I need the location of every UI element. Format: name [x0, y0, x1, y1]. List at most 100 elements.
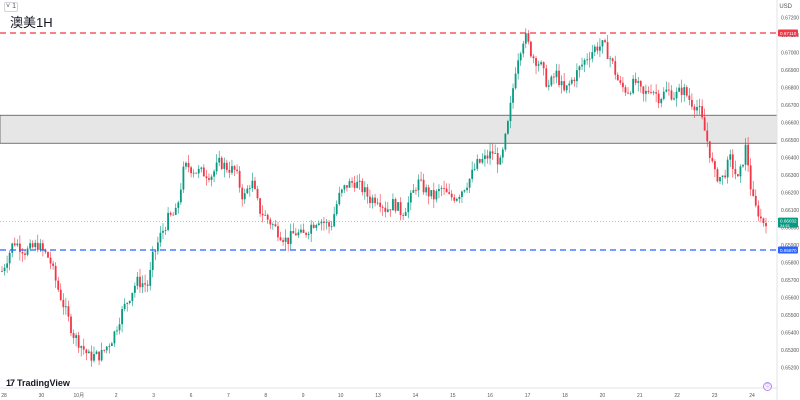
candle-body[interactable]: [394, 199, 397, 211]
candle-body[interactable]: [223, 162, 226, 169]
candle-body[interactable]: [351, 181, 353, 183]
candle-body[interactable]: [445, 188, 448, 193]
candle-body[interactable]: [754, 195, 757, 206]
candle-body[interactable]: [642, 86, 645, 94]
candle-body[interactable]: [190, 167, 192, 174]
candle-body[interactable]: [524, 33, 527, 44]
last-price-tag[interactable]: [778, 217, 798, 228]
candle-body[interactable]: [231, 166, 233, 173]
candle-body[interactable]: [713, 161, 716, 170]
candle-body[interactable]: [264, 214, 267, 216]
candle-body[interactable]: [169, 212, 172, 215]
candle-body[interactable]: [438, 188, 440, 192]
candle-body[interactable]: [340, 189, 343, 193]
candle-body[interactable]: [49, 257, 52, 264]
candle-body[interactable]: [118, 324, 121, 331]
candle-body[interactable]: [62, 299, 65, 308]
candle-body[interactable]: [256, 188, 259, 199]
candle-body[interactable]: [164, 230, 167, 231]
candle-body[interactable]: [683, 87, 686, 95]
candle-body[interactable]: [652, 92, 655, 94]
candle-body[interactable]: [133, 285, 136, 293]
candle-body[interactable]: [21, 252, 24, 254]
candle-body[interactable]: [409, 192, 412, 203]
candle-body[interactable]: [90, 351, 93, 361]
candle-body[interactable]: [542, 62, 545, 69]
candle-body[interactable]: [307, 233, 310, 235]
candle-body[interactable]: [729, 154, 732, 160]
candle-body[interactable]: [545, 68, 548, 87]
collapse-toggle-button[interactable]: ˅ 1: [4, 2, 18, 12]
candle-body[interactable]: [192, 172, 195, 174]
candle-body[interactable]: [448, 192, 451, 194]
candle-body[interactable]: [144, 283, 146, 285]
candle-body[interactable]: [494, 153, 497, 154]
candle-body[interactable]: [287, 237, 290, 245]
candle-body[interactable]: [399, 202, 402, 216]
candle-body[interactable]: [688, 95, 691, 100]
candle-body[interactable]: [174, 207, 177, 215]
candle-body[interactable]: [305, 232, 307, 235]
candle-body[interactable]: [514, 73, 517, 89]
candle-body[interactable]: [639, 81, 642, 87]
candle-body[interactable]: [463, 190, 466, 192]
candle-body[interactable]: [254, 180, 256, 189]
candle-body[interactable]: [376, 202, 379, 204]
candle-body[interactable]: [228, 169, 231, 173]
candle-body[interactable]: [583, 60, 586, 65]
resistance-price-tag[interactable]: [778, 29, 798, 37]
candle-body[interactable]: [67, 306, 70, 317]
candle-body[interactable]: [348, 181, 351, 188]
candle-body[interactable]: [619, 80, 622, 83]
candle-body[interactable]: [657, 93, 660, 104]
candle-body[interactable]: [736, 174, 739, 177]
candle-body[interactable]: [499, 157, 502, 165]
candle-body[interactable]: [248, 188, 251, 189]
candle-body[interactable]: [11, 243, 14, 253]
candle-body[interactable]: [195, 172, 198, 174]
candle-body[interactable]: [59, 289, 62, 300]
candle-body[interactable]: [320, 221, 323, 224]
candle-body[interactable]: [31, 243, 34, 248]
candle-body[interactable]: [369, 196, 371, 204]
candle-body[interactable]: [82, 346, 85, 350]
candle-body[interactable]: [468, 178, 471, 188]
candle-body[interactable]: [312, 224, 315, 228]
candle-body[interactable]: [744, 144, 747, 165]
candle-body[interactable]: [297, 232, 300, 236]
candle-body[interactable]: [386, 209, 389, 212]
candle-body[interactable]: [759, 216, 762, 219]
candle-body[interactable]: [218, 157, 221, 163]
candle-body[interactable]: [611, 58, 614, 62]
candle-body[interactable]: [246, 188, 249, 194]
candle-body[interactable]: [328, 222, 330, 227]
candle-body[interactable]: [128, 300, 131, 303]
candle-body[interactable]: [660, 98, 663, 104]
candle-body[interactable]: [366, 187, 369, 197]
candle-body[interactable]: [363, 187, 366, 193]
candle-body[interactable]: [289, 231, 292, 245]
candle-body[interactable]: [241, 187, 244, 200]
candle-body[interactable]: [353, 182, 356, 188]
candle-body[interactable]: [685, 87, 688, 96]
candle-body[interactable]: [491, 151, 494, 154]
candle-body[interactable]: [215, 162, 218, 172]
candle-body[interactable]: [210, 176, 213, 180]
candle-body[interactable]: [103, 349, 106, 351]
candle-body[interactable]: [179, 189, 182, 203]
candle-body[interactable]: [443, 188, 445, 189]
candle-body[interactable]: [721, 175, 724, 178]
candle-body[interactable]: [151, 251, 154, 270]
candle-body[interactable]: [34, 242, 37, 248]
candle-body[interactable]: [277, 226, 279, 238]
candle-body[interactable]: [522, 43, 525, 54]
candle-body[interactable]: [532, 56, 535, 59]
candle-body[interactable]: [517, 60, 520, 74]
candle-body[interactable]: [1, 271, 3, 272]
candle-body[interactable]: [703, 117, 706, 131]
candle-body[interactable]: [530, 41, 532, 57]
candle-body[interactable]: [560, 81, 563, 86]
candle-body[interactable]: [540, 62, 543, 65]
support-price-tag[interactable]: [778, 246, 798, 254]
